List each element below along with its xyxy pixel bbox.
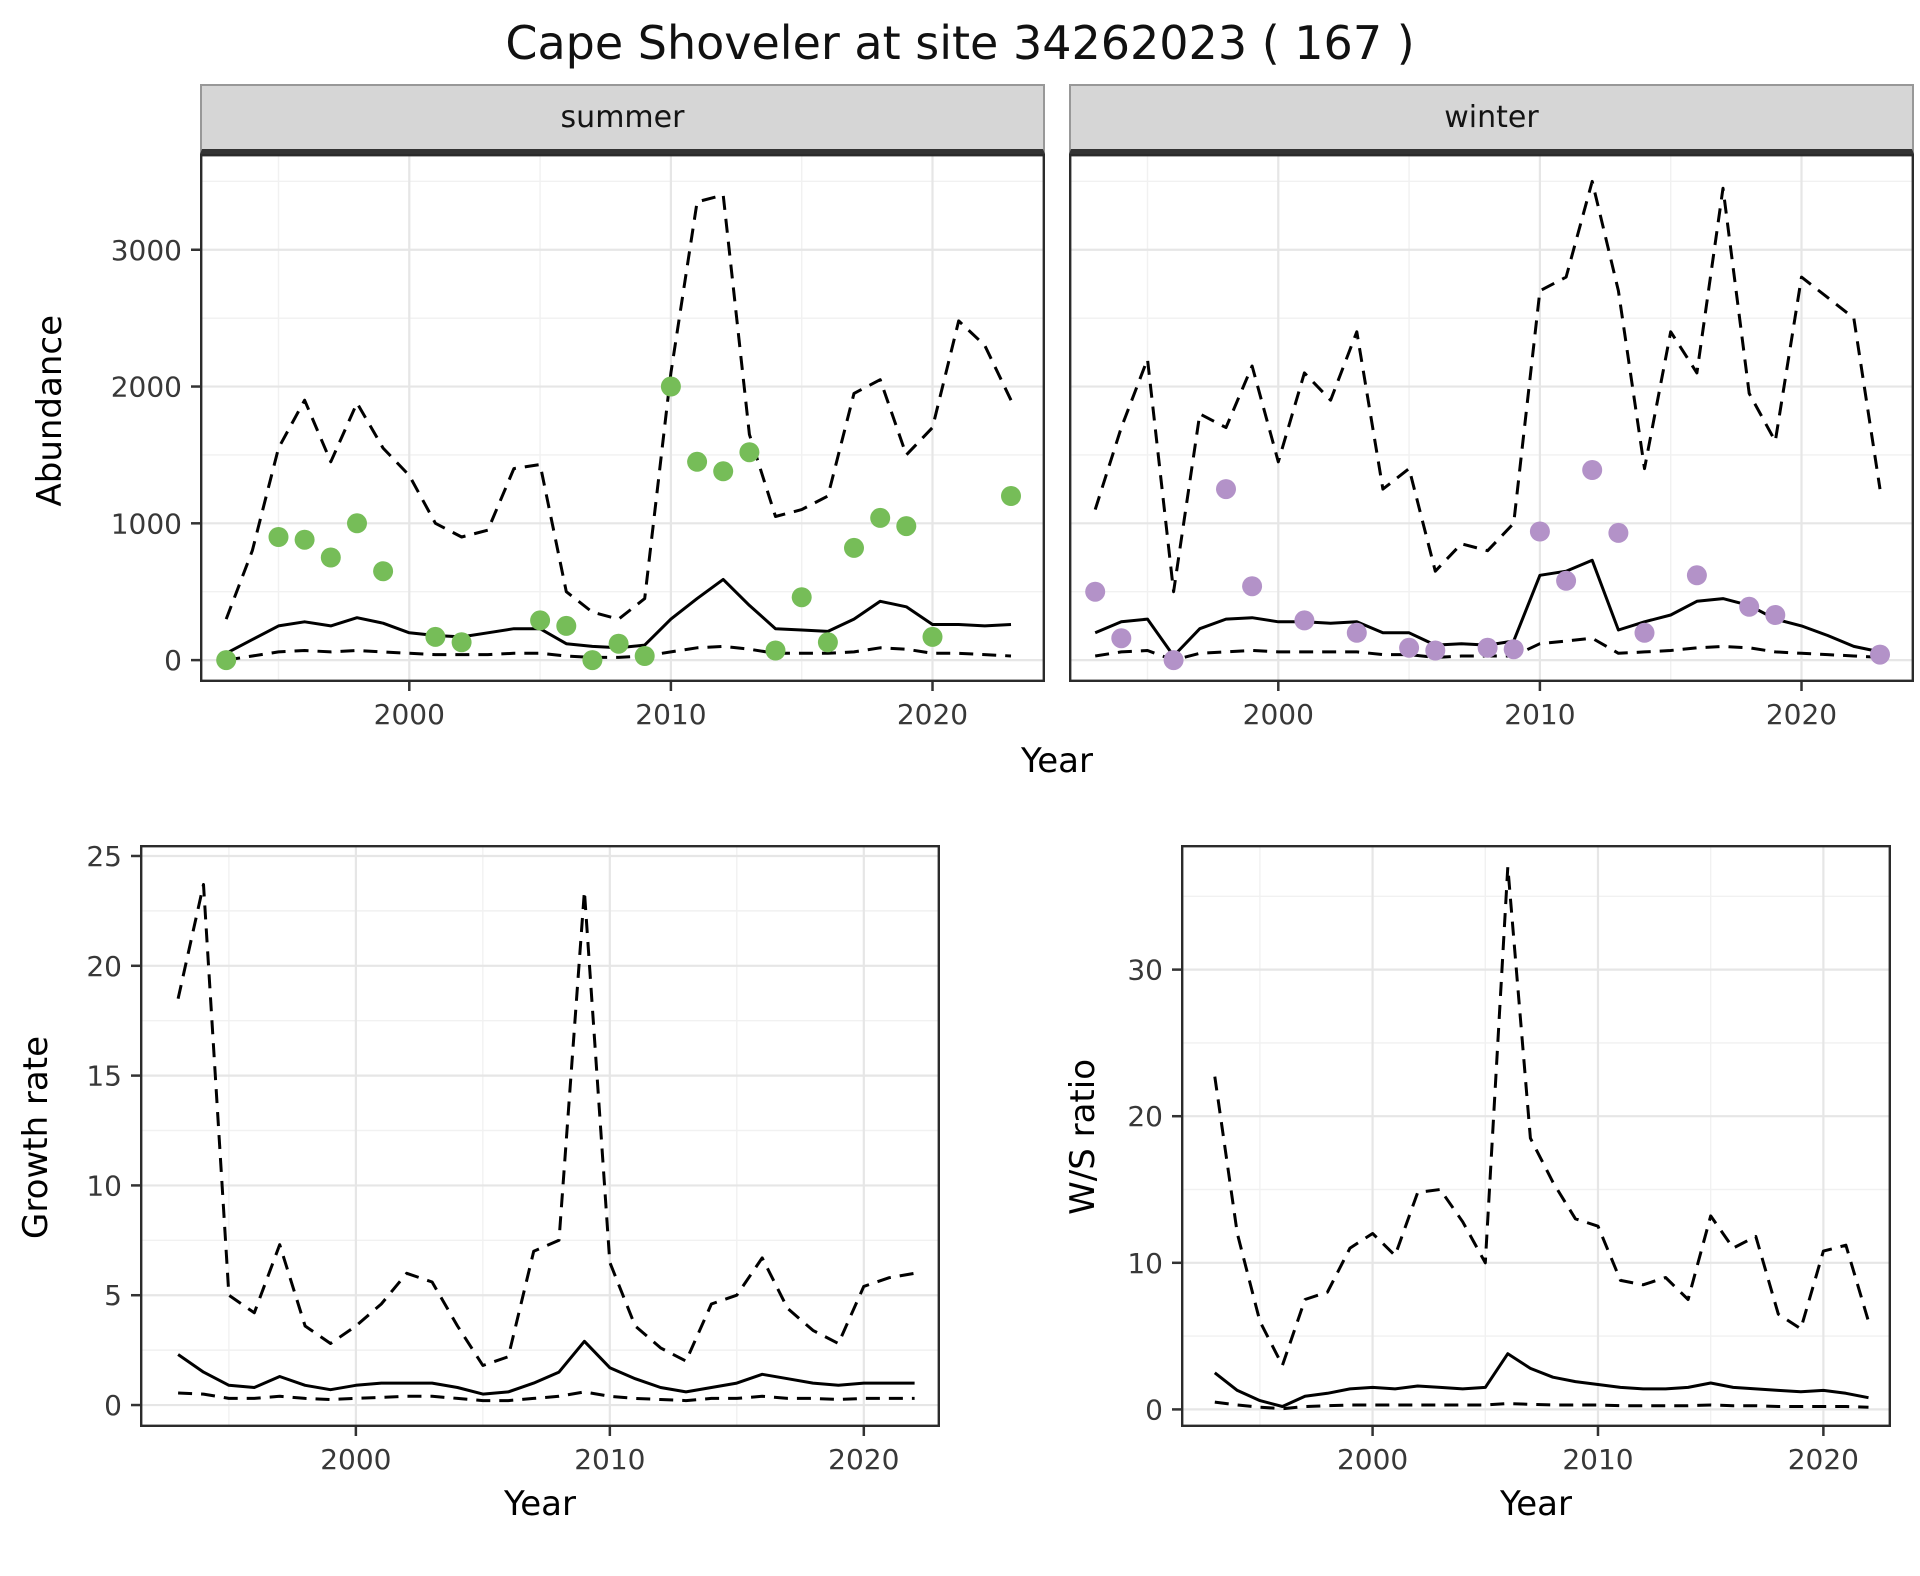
svg-text:2000: 2000 xyxy=(1337,1443,1408,1476)
svg-text:15: 15 xyxy=(86,1060,122,1093)
svg-text:0: 0 xyxy=(104,1389,122,1422)
facet-strip-winter: winter xyxy=(1069,84,1914,154)
facet-strip-summer-label: summer xyxy=(560,100,685,135)
svg-text:20: 20 xyxy=(1127,1100,1163,1133)
plot-summer-svg: 2000 2010 2020 0 1000 2000 3000 xyxy=(111,154,1045,731)
facet-summer: summer 2000 2010 2020 0 1000 2000 3000 xyxy=(90,84,1045,737)
svg-text:2020: 2020 xyxy=(1788,1443,1859,1476)
ws-ratio-y-axis-label-column: W/S ratio xyxy=(1055,845,1111,1524)
svg-text:2010: 2010 xyxy=(574,1443,645,1476)
ws-ratio-x-axis-label: Year xyxy=(1500,1484,1572,1524)
abundance-facet-row: Abundance summer 2000 2010 2020 0 1000 2000 30… xyxy=(10,84,1920,737)
chart-title: Cape Shoveler at site 34262023 ( 167 ) xyxy=(505,16,1415,70)
svg-text:0: 0 xyxy=(164,644,182,677)
svg-text:10: 10 xyxy=(86,1169,122,1202)
svg-text:2000: 2000 xyxy=(1243,698,1314,731)
svg-text:2010: 2010 xyxy=(1562,1443,1633,1476)
svg-text:2020: 2020 xyxy=(1766,698,1837,731)
svg-text:5: 5 xyxy=(104,1279,122,1312)
plot-ws-svg: 2000 2010 2020 0 10 20 30 xyxy=(1127,845,1891,1476)
ws-ratio-plot-column: 2000 2010 2020 0 10 20 30 Year xyxy=(1111,845,1891,1524)
facet-winter: winter 2000 2010 2020 xyxy=(1069,84,1914,737)
svg-text:2000: 2000 xyxy=(374,698,445,731)
svg-text:2020: 2020 xyxy=(828,1443,899,1476)
svg-text:2010: 2010 xyxy=(1504,698,1575,731)
plot-growth-svg: 2000 2010 2020 0 5 10 15 20 25 xyxy=(86,840,940,1476)
bottom-panel-row: Growth rate 2000 2010 2020 0 5 10 15 20 25 Year … xyxy=(8,840,1920,1524)
svg-text:25: 25 xyxy=(86,845,122,873)
growth-rate-plot: 2000 2010 2020 0 5 10 15 20 25 xyxy=(64,840,940,1482)
winter-abundance-plot: 2000 2010 2020 xyxy=(1069,154,1914,737)
growth-rate-figure: Growth rate 2000 2010 2020 0 5 10 15 20 25 Year xyxy=(8,840,940,1524)
facet-strip-summer: summer xyxy=(200,84,1045,154)
ws-ratio-y-axis-label: W/S ratio xyxy=(1063,1059,1103,1215)
svg-text:2010: 2010 xyxy=(635,698,706,731)
ws-ratio-plot: 2000 2010 2020 0 10 20 30 xyxy=(1111,845,1891,1482)
abundance-y-axis-label-column: Abundance xyxy=(10,84,90,737)
growth-rate-x-axis-label: Year xyxy=(504,1484,576,1524)
svg-text:2020: 2020 xyxy=(897,698,968,731)
figure-page: Cape Shoveler at site 34262023 ( 167 ) A… xyxy=(0,16,1920,1524)
svg-text:0: 0 xyxy=(1145,1393,1163,1426)
abundance-x-axis-label: Year xyxy=(1021,741,1093,781)
svg-text:2000: 2000 xyxy=(111,371,182,404)
summer-abundance-plot: 2000 2010 2020 0 1000 2000 3000 xyxy=(90,154,1045,737)
growth-rate-y-axis-label: Growth rate xyxy=(16,1035,56,1239)
facet-strip-winter-label: winter xyxy=(1444,100,1539,135)
growth-rate-y-axis-label-column: Growth rate xyxy=(8,845,64,1524)
plot-winter-svg: 2000 2010 2020 xyxy=(1069,154,1914,731)
svg-text:1000: 1000 xyxy=(111,507,182,540)
abundance-y-axis-label: Abundance xyxy=(30,314,70,507)
svg-text:3000: 3000 xyxy=(111,234,182,267)
svg-text:20: 20 xyxy=(86,950,122,983)
svg-text:30: 30 xyxy=(1127,954,1163,987)
ws-ratio-figure: W/S ratio 2000 2010 2020 0 10 20 30 Year xyxy=(1055,845,1891,1524)
svg-text:10: 10 xyxy=(1127,1247,1163,1280)
svg-text:2000: 2000 xyxy=(320,1443,391,1476)
growth-rate-plot-column: 2000 2010 2020 0 5 10 15 20 25 Year xyxy=(64,840,940,1524)
